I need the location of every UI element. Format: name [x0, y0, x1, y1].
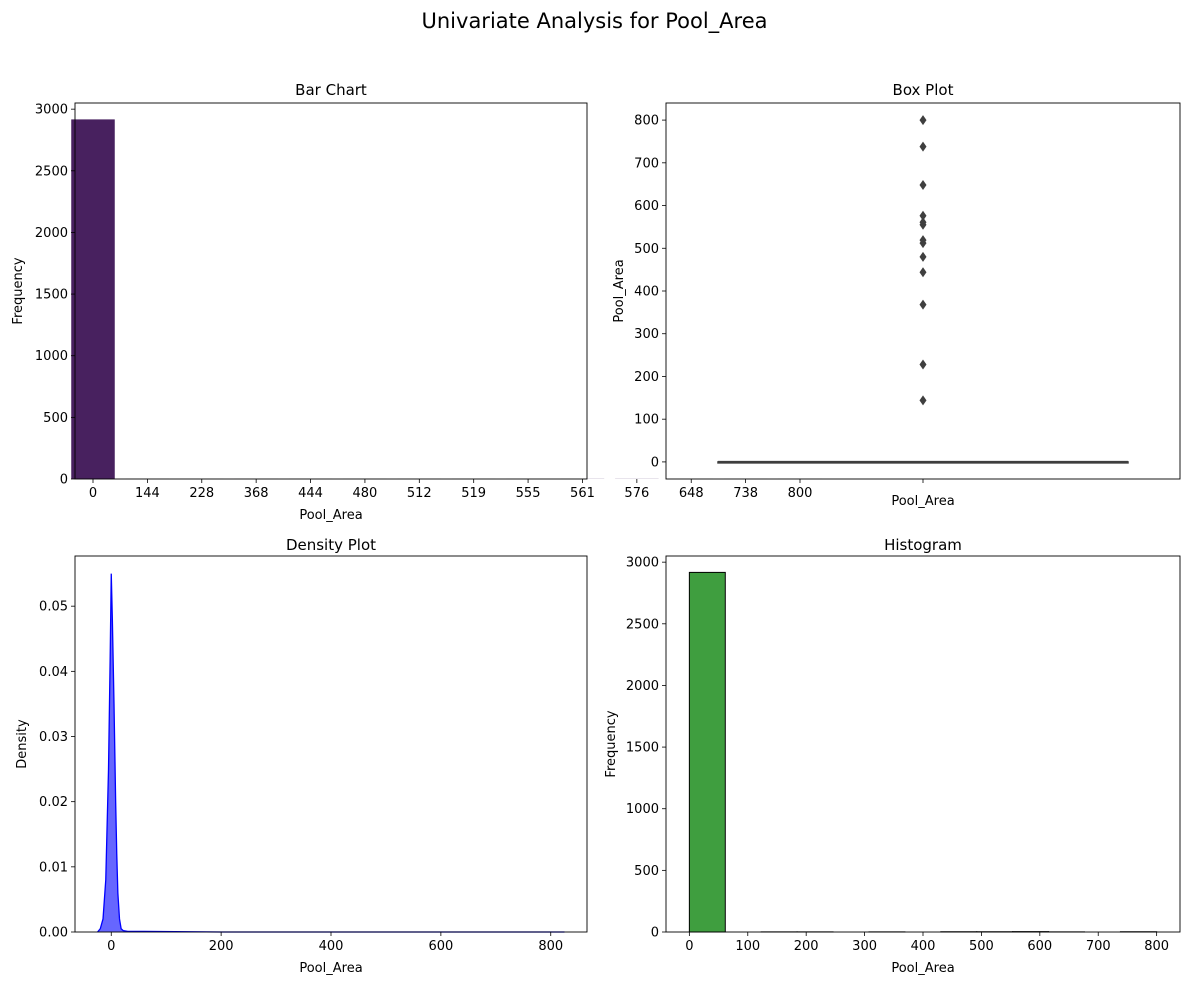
box-plot-ytick-label: 100: [634, 413, 659, 428]
histogram-xtick-label: 600: [1027, 939, 1052, 954]
bar-chart-ytick-label: 500: [43, 411, 68, 426]
histogram-xtick-label: 0: [685, 939, 693, 954]
bar-chart-xtick-label: 512: [407, 486, 432, 501]
histogram-xtick-label: 100: [735, 939, 760, 954]
bar-chart-xtick-label: 368: [244, 486, 269, 501]
figure-suptitle: Univariate Analysis for Pool_Area: [422, 9, 768, 34]
histogram-ytick-label: 2000: [626, 679, 659, 694]
density-plot-ytick-label: 0.02: [39, 795, 68, 810]
histogram-bar: [688, 571, 726, 933]
bar-chart-ytick-label: 2500: [35, 164, 68, 179]
box-plot-outlier: [919, 267, 927, 278]
histogram-ylabel: Frequency: [604, 710, 619, 777]
box-plot-outlier: [919, 235, 927, 246]
box-plot-xtick-label: Pool_Area: [891, 494, 954, 509]
bar-chart-xtick-label: 144: [135, 486, 160, 501]
histogram-xtick-label: 400: [911, 939, 936, 954]
density-plot-xtick-label: 0: [107, 939, 115, 954]
density-plot-xtick-label: 200: [209, 939, 234, 954]
histogram-ytick-label: 0: [651, 926, 659, 941]
density-plot-frame: [74, 555, 588, 933]
bar-chart-xtick-label: 480: [353, 486, 378, 501]
box-plot-outlier: [919, 141, 927, 152]
bar-chart-panel: Bar Chart 0 144 228 368 444 480 512 519 555 561 57…: [11, 81, 822, 523]
box-plot-outlier: [919, 210, 927, 221]
density-plot-ylabel: Density: [15, 719, 30, 769]
density-plot-ytick-label: 0.04: [39, 665, 68, 680]
histogram-frame: [665, 555, 1181, 933]
box-plot-frame: [665, 102, 1181, 480]
histogram-ytick-label: 1000: [626, 802, 659, 817]
bar-chart-xtick-label: 444: [298, 486, 323, 501]
box-plot-panel: Box Plot 0 100 200 300 400 500 600 700 800 Pool_…: [612, 81, 1181, 509]
box-plot-outlier: [919, 180, 927, 191]
box-plot-ytick-label: 700: [634, 156, 659, 171]
box-plot-outlier: [919, 299, 927, 310]
bar-chart-bar: [71, 119, 115, 480]
histogram-xtick-label: 300: [852, 939, 877, 954]
density-plot-xtick-label: 600: [428, 939, 453, 954]
histogram-panel: Histogram 0 100 200 300 400 500 600 700 800 0 500 1…: [604, 536, 1181, 976]
box-plot-ytick-label: 200: [634, 370, 659, 385]
density-plot-xtick-label: 800: [538, 939, 563, 954]
box-plot-ytick-label: 0: [651, 455, 659, 470]
bar-chart-xlabel: Pool_Area: [299, 508, 362, 523]
box-plot-ylabel: Pool_Area: [612, 259, 627, 322]
box-plot-ytick-label: 400: [634, 285, 659, 300]
density-plot-ytick-label: 0.01: [39, 860, 68, 875]
box-plot-outlier: [919, 217, 927, 228]
bar-chart-xtick-label: 228: [189, 486, 214, 501]
box-plot-outlier: [919, 115, 927, 126]
bar-chart-xtick-label: 561: [570, 486, 595, 501]
bar-chart-xtick-label: 519: [461, 486, 486, 501]
histogram-xtick-label: 800: [1144, 939, 1169, 954]
bar-chart-xtick-label: 555: [516, 486, 541, 501]
bar-chart-ytick-label: 0: [60, 473, 68, 488]
density-plot-xtick-label: 400: [319, 939, 344, 954]
histogram-ytick-label: 3000: [626, 556, 659, 571]
histogram-ytick-label: 2500: [626, 617, 659, 632]
box-plot-outlier: [919, 251, 927, 262]
density-plot-curve: [97, 573, 565, 933]
histogram-title: Histogram: [884, 536, 962, 554]
histogram-ytick-label: 1500: [626, 741, 659, 756]
bar-chart-ytick-label: 1500: [35, 288, 68, 303]
histogram-xtick-label: 500: [969, 939, 994, 954]
box-plot-ytick-label: 800: [634, 114, 659, 129]
box-plot-ytick-label: 300: [634, 327, 659, 342]
density-plot-title: Density Plot: [286, 536, 376, 554]
histogram-xtick-label: 200: [794, 939, 819, 954]
bar-chart-xtick-label: 738: [733, 486, 758, 501]
box-plot-outlier: [919, 395, 927, 406]
histogram-xlabel: Pool_Area: [891, 961, 954, 976]
bar-chart-frame: [74, 102, 588, 480]
bar-chart-xtick-label: 0: [89, 486, 97, 501]
bar-chart-title: Bar Chart: [295, 81, 367, 99]
density-plot-ytick-label: 0.00: [39, 926, 68, 941]
bar-chart-ytick-label: 1000: [35, 349, 68, 364]
bar-chart-ytick-label: 3000: [35, 103, 68, 118]
box-plot-title: Box Plot: [893, 81, 954, 99]
box-plot-ytick-label: 600: [634, 199, 659, 214]
histogram-ytick-label: 500: [634, 864, 659, 879]
box-plot-outlier: [919, 359, 927, 370]
density-plot-xlabel: Pool_Area: [299, 961, 362, 976]
bar-chart-xtick-label: 648: [679, 486, 704, 501]
bar-chart-xtick-label: 800: [788, 486, 813, 501]
density-plot-area: [97, 573, 565, 932]
bar-chart-ytick-label: 2000: [35, 226, 68, 241]
histogram-xtick-label: 700: [1086, 939, 1111, 954]
bar-chart-xtick-label: 576: [624, 486, 649, 501]
bar-chart-ylabel: Frequency: [11, 257, 26, 324]
density-plot-ytick-label: 0.03: [39, 730, 68, 745]
box-plot-ytick-label: 500: [634, 242, 659, 257]
density-plot-ytick-label: 0.05: [39, 600, 68, 615]
density-plot-panel: Density Plot 0 200 400 600 800 0.00 0.01 0.02 0.…: [15, 536, 588, 976]
